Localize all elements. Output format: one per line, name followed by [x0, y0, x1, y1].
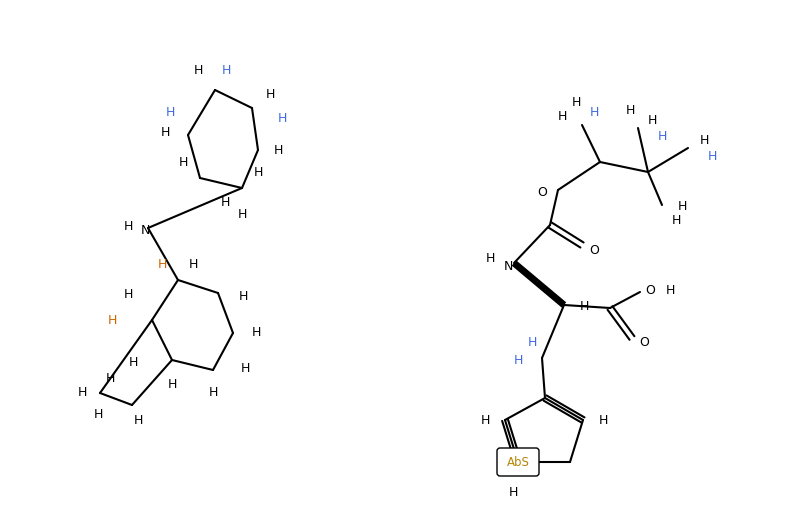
Text: H: H [480, 414, 490, 426]
Text: H: H [241, 361, 249, 375]
Text: H: H [527, 335, 537, 349]
Text: H: H [133, 414, 143, 426]
Text: H: H [626, 104, 634, 116]
Text: N: N [503, 260, 513, 273]
Text: H: H [94, 408, 102, 422]
FancyBboxPatch shape [497, 448, 539, 476]
Text: H: H [157, 259, 167, 271]
Text: H: H [580, 300, 588, 314]
Text: H: H [273, 143, 283, 157]
Text: H: H [168, 379, 177, 391]
Text: H: H [222, 63, 231, 77]
Text: H: H [599, 414, 607, 426]
Text: H: H [188, 259, 198, 271]
Text: H: H [220, 196, 229, 208]
Text: AbS: AbS [507, 455, 530, 469]
Text: H: H [179, 157, 187, 169]
Text: H: H [208, 386, 218, 398]
Text: H: H [193, 63, 202, 77]
Text: H: H [277, 112, 287, 124]
Text: H: H [671, 214, 680, 227]
Text: H: H [513, 353, 522, 367]
Text: H: H [238, 290, 248, 304]
Text: H: H [265, 88, 275, 102]
Text: H: H [165, 105, 175, 118]
Text: H: H [677, 200, 687, 214]
Text: H: H [123, 288, 133, 302]
Text: O: O [639, 336, 649, 350]
Text: H: H [572, 96, 580, 110]
Text: H: H [707, 150, 717, 162]
Text: H: H [589, 106, 599, 120]
Text: H: H [665, 284, 675, 296]
Text: H: H [237, 208, 247, 222]
Text: H: H [657, 130, 667, 142]
Text: H: H [129, 355, 137, 369]
Text: H: H [252, 326, 260, 340]
Text: H: H [107, 314, 117, 326]
Text: H: H [123, 220, 133, 233]
Text: H: H [647, 114, 657, 126]
Text: O: O [537, 186, 547, 198]
Text: H: H [77, 386, 87, 398]
Text: O: O [589, 244, 599, 258]
Text: H: H [253, 166, 263, 178]
Text: O: O [645, 284, 655, 296]
Text: N: N [141, 224, 150, 238]
Text: H: H [700, 133, 709, 147]
Text: H: H [160, 125, 170, 139]
Text: H: H [106, 371, 114, 385]
Text: H: H [508, 486, 518, 498]
Text: H: H [485, 252, 495, 266]
Text: H: H [557, 111, 567, 123]
